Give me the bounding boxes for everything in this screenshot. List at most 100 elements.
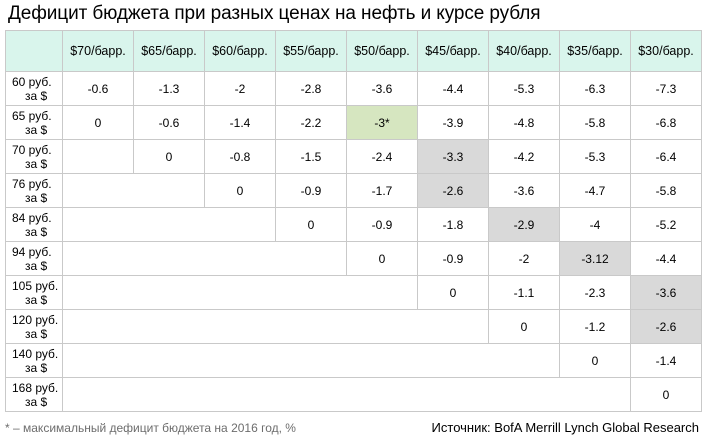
- empty-cell: [62, 139, 134, 174]
- table-body: 60 руб. за $ -0.6 -1.3 -2 -2.8 -3.6 -4.4 -5.3 -6.…: [5, 71, 702, 412]
- row-header-line: 120 руб.: [12, 312, 59, 327]
- value-cell: 0: [62, 105, 134, 140]
- value-cell: -2: [488, 241, 560, 276]
- value-cell: -3.6: [488, 173, 560, 208]
- value-cell: -2.3: [559, 275, 631, 310]
- row-header: 105 руб. за $: [5, 275, 63, 310]
- value-cell: -0.9: [417, 241, 489, 276]
- value-cell: -0.9: [275, 173, 347, 208]
- value-cell: -2.4: [346, 139, 418, 174]
- value-cell: -4: [559, 207, 631, 242]
- table-row: 120 руб. за $ 0 -1.2 -2.6: [5, 309, 702, 344]
- value-cell: -2: [204, 71, 276, 106]
- table-row: 84 руб. за $ 0 -0.9 -1.8 -2.9 -4 -5.2: [5, 207, 702, 242]
- value-cell: -5.2: [630, 207, 702, 242]
- row-header: 60 руб. за $: [5, 71, 63, 106]
- value-cell: -1.7: [346, 173, 418, 208]
- value-cell: 0: [559, 343, 631, 378]
- value-cell: -2.8: [275, 71, 347, 106]
- value-cell: -0.6: [62, 71, 134, 106]
- row-header-line: 94 руб.: [12, 244, 52, 259]
- column-header: $65/барр.: [133, 30, 205, 72]
- value-cell: -5.8: [630, 173, 702, 208]
- empty-cell: [62, 343, 560, 378]
- table-row: 76 руб. за $ 0 -0.9 -1.7 -2.6 -3.6 -4.7 -5.8: [5, 173, 702, 208]
- empty-cell: [62, 275, 418, 310]
- value-cell: 0: [133, 139, 205, 174]
- row-header-line: за $: [25, 360, 48, 375]
- table-row: 65 руб. за $0 -0.6 -1.4 -2.2 -3* -3.9 -4.8 -5.8-…: [5, 105, 702, 140]
- chart-title: Дефицит бюджета при разных ценах на нефт…: [8, 3, 541, 24]
- column-header: $55/барр.: [275, 30, 347, 72]
- row-header-line: 105 руб.: [12, 278, 59, 293]
- value-cell: -7.3: [630, 71, 702, 106]
- value-cell: -5.3: [559, 139, 631, 174]
- source-note: Источник: BofA Merrill Lynch Global Rese…: [431, 420, 699, 435]
- column-header: $50/барр.: [346, 30, 418, 72]
- row-header-line: 84 руб.: [12, 210, 52, 225]
- row-header-line: 60 руб.: [12, 74, 52, 89]
- row-header-line: за $: [25, 258, 48, 273]
- value-cell: -1.5: [275, 139, 347, 174]
- value-cell: -3*: [346, 105, 418, 140]
- value-cell: 0: [204, 173, 276, 208]
- value-cell: -4.2: [488, 139, 560, 174]
- value-cell: 0: [275, 207, 347, 242]
- row-header: 65 руб. за $: [5, 105, 63, 140]
- row-header-line: за $: [25, 156, 48, 171]
- column-header: $60/барр.: [204, 30, 276, 72]
- value-cell: -6.8: [630, 105, 702, 140]
- value-cell: 0: [417, 275, 489, 310]
- column-header: $40/барр.: [488, 30, 560, 72]
- value-cell: 0: [346, 241, 418, 276]
- value-cell: -2.6: [630, 309, 702, 344]
- value-cell: -1.3: [133, 71, 205, 106]
- column-header: $30/барр.: [630, 30, 702, 72]
- empty-cell: [62, 309, 489, 344]
- row-header-line: за $: [25, 326, 48, 341]
- corner-cell: [5, 30, 63, 72]
- value-cell: 0: [630, 377, 702, 412]
- row-header-line: за $: [25, 394, 48, 409]
- row-header: 76 руб. за $: [5, 173, 63, 208]
- empty-cell: [62, 207, 276, 242]
- value-cell: -1.4: [630, 343, 702, 378]
- value-cell: -6.4: [630, 139, 702, 174]
- value-cell: -2.2: [275, 105, 347, 140]
- value-cell: -4.4: [630, 241, 702, 276]
- column-header: $70/барр.: [62, 30, 134, 72]
- empty-cell: [62, 241, 347, 276]
- empty-cell: [62, 173, 205, 208]
- header-row: $70/барр. $65/барр. $60/барр. $55/барр. $50/…: [5, 30, 702, 72]
- value-cell: -0.6: [133, 105, 205, 140]
- row-header: 168 руб. за $: [5, 377, 63, 412]
- value-cell: -3.12: [559, 241, 631, 276]
- value-cell: -2.6: [417, 173, 489, 208]
- table-row: 60 руб. за $ -0.6 -1.3 -2 -2.8 -3.6 -4.4 -5.3 -6.…: [5, 71, 702, 106]
- value-cell: -3.6: [346, 71, 418, 106]
- column-header: $45/барр.: [417, 30, 489, 72]
- value-cell: -0.8: [204, 139, 276, 174]
- value-cell: 0: [488, 309, 560, 344]
- row-header: 70 руб. за $: [5, 139, 63, 174]
- value-cell: -5.3: [488, 71, 560, 106]
- row-header: 84 руб. за $: [5, 207, 63, 242]
- value-cell: -4.4: [417, 71, 489, 106]
- footnote: * – максимальный дефицит бюджета на 2016…: [5, 421, 296, 435]
- row-header-line: за $: [25, 88, 48, 103]
- row-header-line: за $: [25, 292, 48, 307]
- value-cell: -1.8: [417, 207, 489, 242]
- value-cell: -0.9: [346, 207, 418, 242]
- row-header-line: за $: [25, 190, 48, 205]
- value-cell: -1.4: [204, 105, 276, 140]
- table-row: 94 руб. за $ 0 -0.9 -2 -3.12 -4.4: [5, 241, 702, 276]
- row-header: 140 руб. за $: [5, 343, 63, 378]
- value-cell: -4.8: [488, 105, 560, 140]
- column-header: $35/барр.: [559, 30, 631, 72]
- value-cell: -1.1: [488, 275, 560, 310]
- value-cell: -2.9: [488, 207, 560, 242]
- row-header: 94 руб. за $: [5, 241, 63, 276]
- value-cell: -5.8: [559, 105, 631, 140]
- value-cell: -3.6: [630, 275, 702, 310]
- row-header: 120 руб. за $: [5, 309, 63, 344]
